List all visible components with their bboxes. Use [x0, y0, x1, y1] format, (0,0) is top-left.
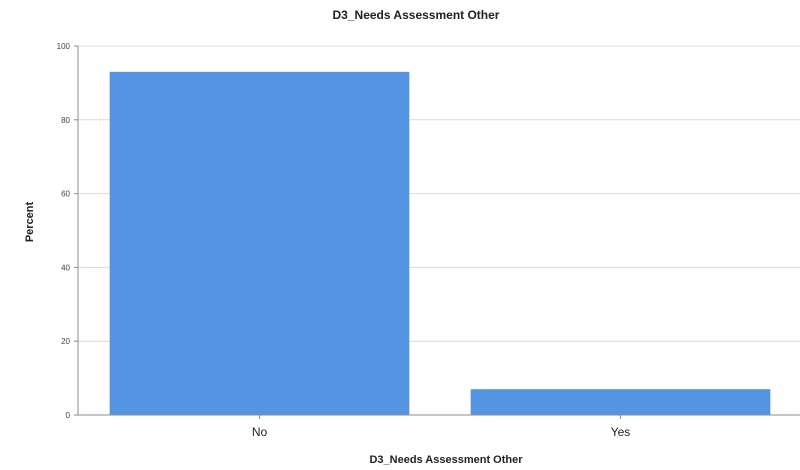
y-tick-label: 60	[61, 190, 70, 199]
chart-title: D3_Needs Assessment Other	[333, 8, 500, 22]
x-axis-label: D3_Needs Assessment Other	[369, 454, 523, 466]
x-tick-labels: No Yes	[252, 415, 630, 439]
bar-yes	[470, 389, 771, 415]
x-tick-label: Yes	[611, 425, 631, 439]
y-tick-label: 40	[61, 263, 70, 272]
y-tick-labels: 0 20 40 60 80 100	[57, 42, 78, 420]
bars	[109, 71, 771, 415]
y-tick-label: 80	[61, 116, 70, 125]
bar-no	[109, 71, 410, 415]
y-axis-label: Percent	[24, 201, 36, 242]
y-tick-label: 0	[66, 411, 71, 420]
y-tick-label: 20	[61, 337, 70, 346]
y-tick-label: 100	[57, 42, 71, 51]
x-tick-label: No	[252, 425, 268, 439]
